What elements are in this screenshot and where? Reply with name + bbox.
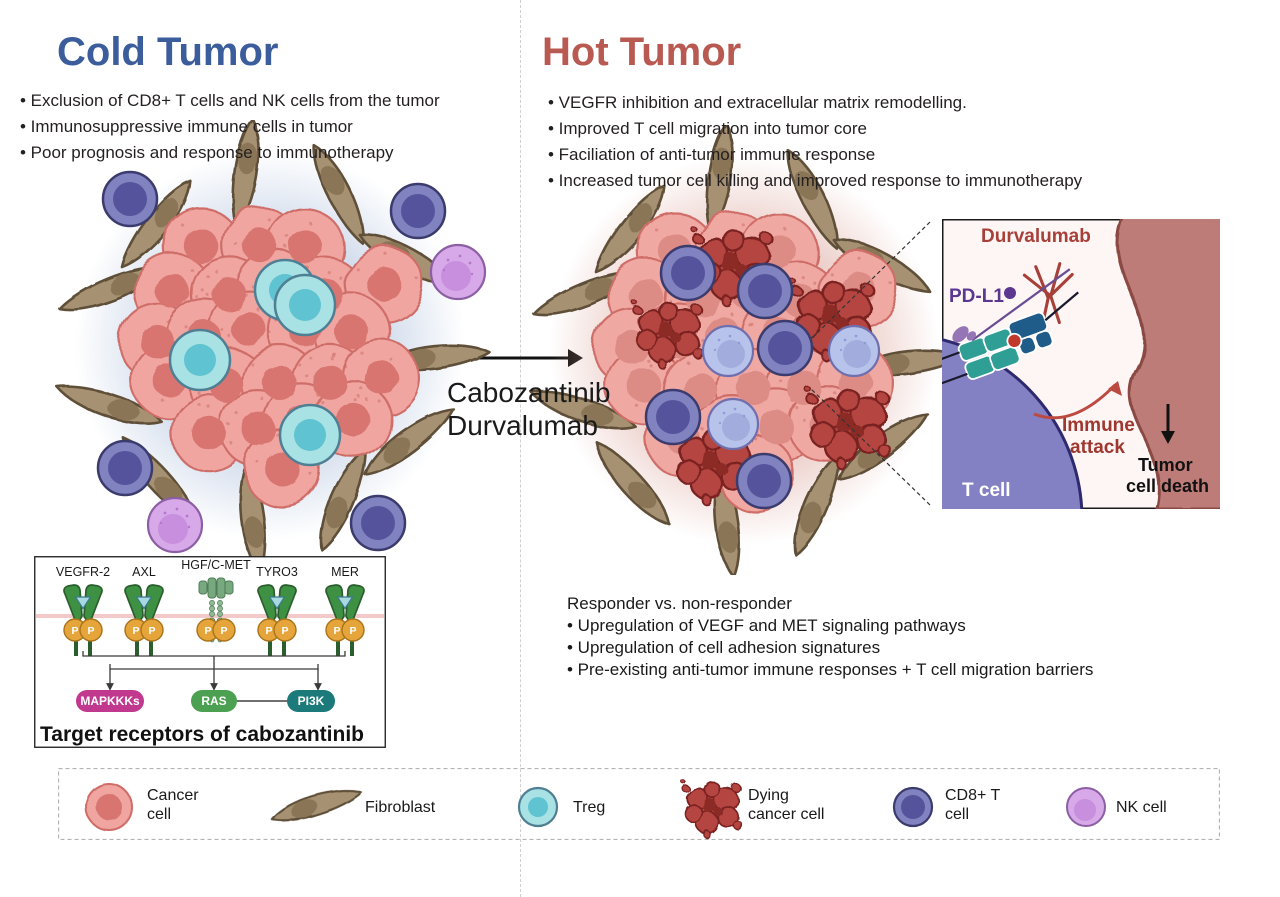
svg-text:cell: cell [945, 806, 969, 823]
svg-text:NK cell: NK cell [1116, 799, 1167, 816]
svg-text:cell: cell [147, 806, 171, 823]
svg-text:cell death: cell death [1126, 476, 1209, 496]
svg-text:attack: attack [1070, 437, 1125, 458]
svg-text:PD-L1: PD-L1 [949, 286, 1004, 307]
svg-text:Tumor: Tumor [1138, 455, 1193, 475]
svg-text:T cell: T cell [962, 480, 1011, 501]
svg-text:cancer cell: cancer cell [748, 806, 824, 823]
svg-text:Treg: Treg [573, 799, 605, 816]
svg-text:Cancer: Cancer [147, 787, 199, 804]
svg-text:CD8+ T: CD8+ T [945, 787, 1001, 804]
svg-text:Fibroblast: Fibroblast [365, 799, 436, 816]
svg-text:Durvalumab: Durvalumab [981, 226, 1091, 247]
svg-text:Immune: Immune [1062, 415, 1135, 436]
svg-text:Dying: Dying [748, 787, 789, 804]
